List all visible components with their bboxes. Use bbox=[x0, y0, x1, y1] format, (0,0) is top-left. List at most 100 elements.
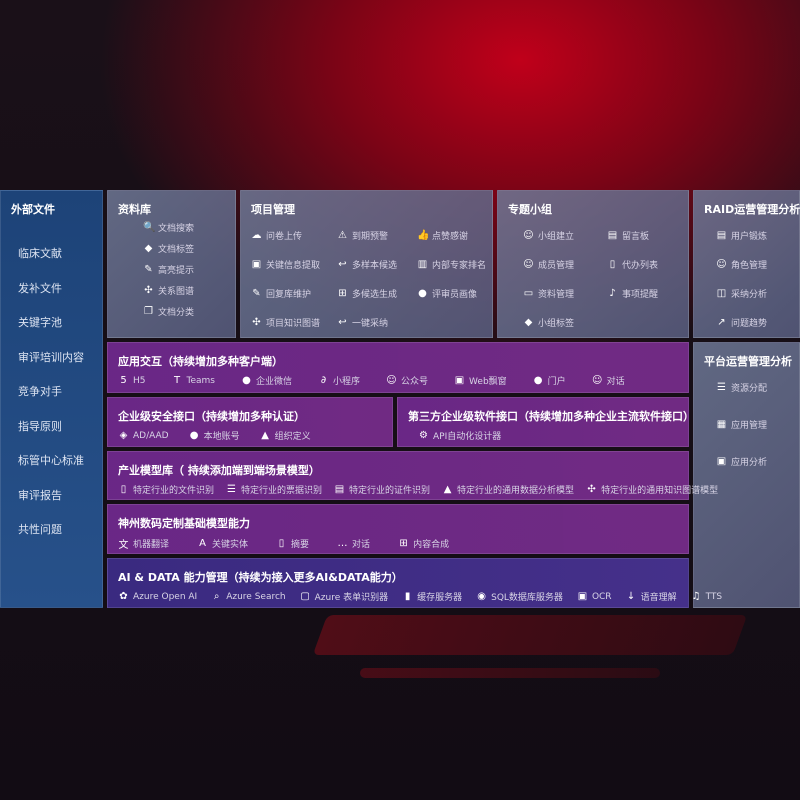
chart-icon: ▲ bbox=[443, 484, 452, 495]
feature-label: Azure 表单识别器 bbox=[314, 593, 389, 603]
panel-title: 专题小组 bbox=[508, 203, 552, 216]
doc-stack-icon: ❐ bbox=[144, 306, 153, 317]
feature-item: ✣ 特定行业的通用知识图谱模型 bbox=[586, 483, 718, 496]
graph-icon: ✣ bbox=[587, 484, 596, 495]
org-icon: ▲ bbox=[261, 430, 269, 441]
feature-item: ▲ 特定行业的通用数据分析模型 bbox=[442, 483, 574, 496]
doc-search-icon: 🔍 bbox=[143, 222, 156, 233]
group-panel: 专题小组 ☺ 小组建立 ▤ 留言板 ☺ 成员管理 ▯ 代办列表 ▭ 资料管理 ♪ 事项提醒 ◆ 小组标签 bbox=[497, 190, 689, 338]
feature-item: ▤ 用户锻炼 bbox=[716, 229, 767, 242]
chat-icon: … bbox=[337, 538, 348, 549]
ai-panel: AI & DATA 能力管理（持续为接入更多AI&DATA能力） ✿ Azure … bbox=[107, 558, 722, 608]
panel-title: RAID运营管理分析 bbox=[704, 203, 800, 216]
panel-title: 资料库 bbox=[118, 203, 151, 216]
graph-icon: ✣ bbox=[252, 317, 261, 328]
feature-label: 应用管理 bbox=[731, 421, 768, 431]
feature-label: API自动化设计器 bbox=[433, 432, 502, 442]
external-item: 临床文献 bbox=[18, 247, 62, 260]
bbs-icon: ▤ bbox=[607, 230, 618, 241]
feature-label: 应用分析 bbox=[731, 458, 768, 468]
feature-label: 用户锻炼 bbox=[731, 232, 768, 242]
external-item: 审评报告 bbox=[18, 488, 62, 502]
external-item: 指导原则 bbox=[18, 419, 62, 433]
feature-label: 资料管理 bbox=[538, 290, 575, 300]
feature-label: 多候选生成 bbox=[352, 290, 398, 300]
feature-item: ☰ 特定行业的票据识别 bbox=[226, 483, 322, 496]
feature-label: 小组标签 bbox=[538, 319, 575, 329]
feature-label: H5 bbox=[133, 375, 146, 386]
database-icon: ◉ bbox=[477, 591, 486, 602]
feature-item: ☰ 资源分配 bbox=[716, 381, 767, 394]
panel-title: 项目管理 bbox=[251, 203, 295, 216]
feature-label: AD/AAD bbox=[133, 430, 169, 441]
feature-item: ❐ 文档分类 bbox=[143, 305, 194, 318]
wechat-work-icon: ● bbox=[242, 375, 251, 386]
external-item: 共性问题 bbox=[18, 523, 62, 536]
feature-item: ◆ 文档标签 bbox=[143, 242, 194, 255]
cache-icon: ▮ bbox=[404, 591, 411, 602]
feature-label: 小程序 bbox=[333, 377, 361, 387]
feature-label: 文档分类 bbox=[158, 308, 195, 318]
panel-title: 产业模型库（ 持续添加端到端场景模型） bbox=[118, 464, 320, 477]
feature-label: TTS bbox=[705, 591, 723, 602]
feature-label: 语音理解 bbox=[640, 593, 677, 603]
pen-icon: ✎ bbox=[144, 264, 153, 275]
checklist-icon: ☰ bbox=[717, 382, 726, 393]
feature-label: 公众号 bbox=[401, 377, 429, 387]
industry-panel: 产业模型库（ 持续添加端到端场景模型） ▯ 特定行业的文件识别 ☰ 特定行业的票据识别… bbox=[107, 451, 718, 500]
feature-item: ▣ Web飘窗 bbox=[454, 374, 507, 387]
feature-label: 关系图谱 bbox=[158, 287, 195, 297]
feature-label: 问题趋势 bbox=[731, 319, 768, 329]
feature-item: ◫ 采纳分析 bbox=[716, 287, 767, 300]
reply-icon: ↩ bbox=[338, 317, 347, 328]
panel-title: 应用交互（持续增加多种客户端） bbox=[118, 355, 283, 368]
feature-label: 点赞感谢 bbox=[432, 232, 469, 242]
reply-icon: ↩ bbox=[338, 259, 347, 270]
feature-label: Azure Search bbox=[226, 591, 286, 602]
teams-icon: T bbox=[173, 375, 181, 386]
feature-label: Web飘窗 bbox=[469, 377, 507, 387]
feature-item: ▥ 内部专家排名 bbox=[417, 258, 497, 271]
feature-item: ▦ 应用管理 bbox=[716, 418, 767, 431]
feature-label: 本地账号 bbox=[203, 432, 240, 442]
feature-item: ▤ 留言板 bbox=[607, 229, 687, 242]
decor-bar bbox=[360, 668, 660, 678]
interaction-panel: 应用交互（持续增加多种客户端） 5 H5 T Teams ● 企业微信 ∂ 小程序 ☺ 公众号 ▣ W… bbox=[107, 342, 689, 393]
feature-item: ☺ 公众号 bbox=[386, 374, 428, 387]
feature-label: 特定行业的证件识别 bbox=[349, 486, 431, 496]
feature-item: ↗ 问题趋势 bbox=[716, 316, 767, 329]
feature-item: ↓ 语音理解 bbox=[626, 590, 677, 603]
portal-icon: ● bbox=[533, 375, 543, 386]
feature-label: 代办列表 bbox=[622, 261, 659, 271]
feature-label: 小组建立 bbox=[538, 232, 575, 242]
puzzle-icon: ⊞ bbox=[399, 538, 408, 549]
feature-item: ◆ 小组标签 bbox=[523, 316, 607, 329]
feature-label: 问卷上传 bbox=[266, 232, 303, 242]
folder-icon: ▭ bbox=[523, 288, 534, 299]
external-item: 竞争对手 bbox=[18, 385, 62, 398]
panel-title: 第三方企业级软件接口（持续增加多种企业主流软件接口） bbox=[408, 410, 694, 423]
analysis-icon: ▣ bbox=[716, 456, 727, 467]
tag-icon: ◆ bbox=[524, 317, 533, 328]
id-card-icon: ▤ bbox=[334, 484, 345, 495]
feature-item: ▢ Azure 表单识别器 bbox=[300, 590, 389, 603]
feature-item: ▣ OCR bbox=[577, 590, 612, 603]
panel-title: 外部文件 bbox=[11, 203, 55, 216]
users-icon: ☺ bbox=[716, 259, 727, 270]
user-icon: ● bbox=[418, 288, 427, 299]
search-doc-icon: ⌕ bbox=[213, 591, 220, 602]
feature-item: ▣ 关键信息提取 bbox=[251, 258, 337, 271]
feature-item: ⊞ 多候选生成 bbox=[337, 287, 417, 300]
feature-item: ⌕ Azure Search bbox=[211, 590, 286, 603]
feature-item: ↩ 多样本候选 bbox=[337, 258, 417, 271]
feature-label: 缓存服务器 bbox=[417, 593, 463, 603]
graph-icon: ✣ bbox=[144, 285, 153, 296]
feature-item: ⊞ 内容合成 bbox=[398, 536, 449, 551]
feature-item: T Teams bbox=[172, 374, 215, 387]
security-panel: 企业级安全接口（持续增加多种认证） ◈ AD/AAD ● 本地账号 ▲ 组织定义 bbox=[107, 397, 393, 447]
feature-item: ▣ 应用分析 bbox=[716, 455, 767, 468]
feature-item: ☁ 问卷上传 bbox=[251, 229, 337, 242]
feature-item: ☺ 成员管理 bbox=[523, 258, 607, 271]
window-icon: ▣ bbox=[454, 375, 465, 386]
external-panel: 外部文件 临床文献 发补文件 关键字池 审评培训内容 竞争对手 指导原则 标管中心标准 审评报… bbox=[0, 190, 103, 608]
